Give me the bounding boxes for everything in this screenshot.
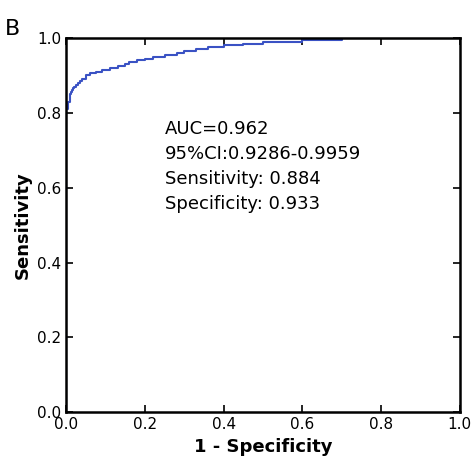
X-axis label: 1 - Specificity: 1 - Specificity <box>194 438 332 456</box>
Text: AUC=0.962
95%CI:0.9286-0.9959
Sensitivity: 0.884
Specificity: 0.933: AUC=0.962 95%CI:0.9286-0.9959 Sensitivit… <box>164 120 361 213</box>
Y-axis label: Sensitivity: Sensitivity <box>14 171 32 279</box>
Text: B: B <box>5 19 20 39</box>
